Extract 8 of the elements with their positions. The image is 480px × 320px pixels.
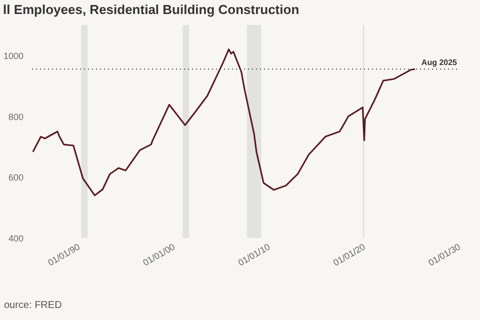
line-series: [32, 48, 416, 196]
y-tick-label: 400: [8, 234, 24, 244]
text: ource: FRED: [4, 300, 62, 311]
y-tick-label: 800: [8, 112, 24, 122]
chart-title: ll Employees, Residential Building Construction: [2, 2, 300, 17]
y-tick-label: 1000: [3, 50, 24, 61]
ref-line-label: Aug 2025: [421, 58, 458, 68]
y-tick-label: 600: [8, 172, 24, 183]
